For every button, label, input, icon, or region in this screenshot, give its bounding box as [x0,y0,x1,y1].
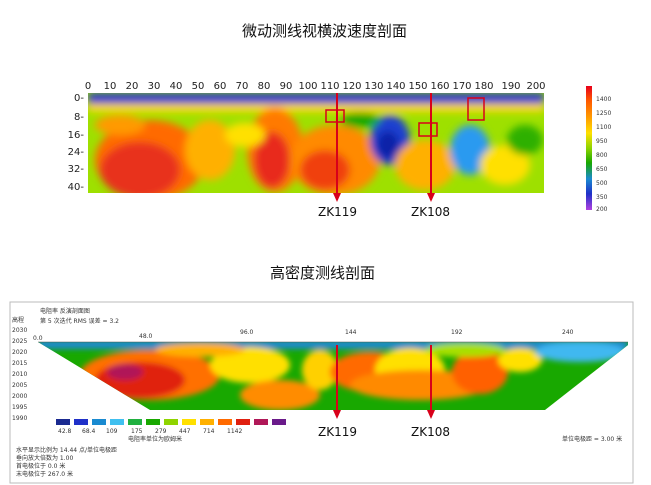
seismic-x-tick: 140 [386,81,405,92]
seismic-x-tick: 70 [236,81,249,92]
seismic-x-tick: 30 [148,81,161,92]
seismic-x-tick: 20 [126,81,139,92]
resistivity-y-label: 高程 [12,316,24,324]
seismic-y-axis: 0- 8- 16- 24- 32- 40- [68,93,85,193]
resistivity-frame [9,301,634,484]
resistivity-y-tick: 2010 [12,371,27,378]
resistivity-y-tick: 2015 [12,360,27,367]
legend-value: 447 [179,428,191,435]
seismic-y-tick: 8- [74,112,84,123]
seismic-borehole-markers: ZK119 ZK108 [318,93,450,219]
legend-caption: 电阻率单位为欧姆米 [128,435,182,443]
resistivity-y-tick: 2030 [12,327,27,334]
seismic-x-tick: 130 [364,81,383,92]
resistivity-y-tick: 2005 [12,382,27,389]
seismic-x-tick: 90 [280,81,293,92]
seismic-anomaly-box [418,122,438,137]
resistivity-y-tick: 2025 [12,338,27,345]
resistivity-legend: 42.8 68.4 109 175 279 447 714 1142 电阻率单位… [56,419,286,443]
seismic-x-tick: 160 [430,81,449,92]
seismic-x-tick: 60 [214,81,227,92]
resistivity-section-title: 高密度测线剖面 [270,264,376,282]
seismic-anomaly-box [325,109,345,123]
resistivity-image [38,342,628,410]
electrode-mark: 192 [451,329,463,336]
seismic-anomaly-box [467,97,485,121]
seismic-x-tick: 0 [85,81,91,92]
electrode-spacing-note: 单位电极距 = 3.00 米 [562,435,622,443]
seismic-x-tick: 170 [452,81,471,92]
seismic-x-tick: 190 [501,81,520,92]
borehole-label-zk119: ZK119 [318,425,357,439]
seismic-x-tick: 110 [320,81,339,92]
electrode-mark: 144 [345,329,357,336]
colorbar-label: 200 [596,206,608,213]
seismic-x-tick: 150 [408,81,427,92]
resistivity-borehole-markers: ZK119 ZK108 [318,345,450,439]
footnote: 首电极位于 0.0 米 [16,462,65,470]
colorbar-label: 350 [596,194,608,201]
legend-value: 1142 [227,428,242,435]
resistivity-section: 电阻率 反演剖面图 第 5 次迭代 RMS 误差 = 3.2 高程 2030 2… [9,301,634,484]
resistivity-header-line: 第 5 次迭代 RMS 误差 = 3.2 [40,317,119,325]
seismic-y-tick: 24- [68,147,85,158]
legend-value: 109 [106,428,118,435]
footnote: 水平显示比例为 14.44 点/单位电极距 [16,446,117,454]
seismic-x-tick: 40 [170,81,183,92]
seismic-y-tick: 32- [68,164,85,175]
seismic-section: 0 10 20 30 40 50 60 70 80 90 100 110 120… [68,81,612,219]
electrode-mark: 0.0 [33,335,43,342]
legend-value: 714 [203,428,215,435]
seismic-section-title: 微动测线视横波速度剖面 [242,22,408,40]
seismic-x-axis: 0 10 20 30 40 50 60 70 80 90 100 110 120… [85,81,546,92]
electrode-mark: 48.0 [139,333,153,340]
resistivity-top-marks: 0.0 48.0 96.0 144 192 240 [33,329,574,342]
electrode-mark: 96.0 [240,329,254,336]
resistivity-y-tick: 2000 [12,393,27,400]
legend-value: 279 [155,428,167,435]
footnote: 垂向放大倍数为 1.00 [16,454,73,462]
seismic-y-tick: 0- [74,93,84,104]
legend-value: 42.8 [58,428,72,435]
resistivity-y-tick: 1990 [12,415,27,422]
colorbar-label: 800 [596,152,608,159]
seismic-x-tick: 120 [342,81,361,92]
seismic-x-tick: 10 [104,81,117,92]
legend-value: 175 [131,428,143,435]
seismic-y-tick: 40- [68,182,85,193]
electrode-mark: 240 [562,329,574,336]
resistivity-y-tick: 1995 [12,404,27,411]
seismic-x-tick: 100 [298,81,317,92]
resistivity-y-axis: 2030 2025 2020 2015 2010 2005 2000 1995 … [12,327,27,422]
colorbar-label: 500 [596,180,608,187]
resistivity-header-line: 电阻率 反演剖面图 [40,307,90,315]
colorbar-label: 650 [596,166,608,173]
seismic-x-tick: 180 [474,81,493,92]
seismic-y-tick: 16- [68,130,85,141]
resistivity-footnotes: 水平显示比例为 14.44 点/单位电极距 垂向放大倍数为 1.00 首电极位于… [16,446,117,478]
colorbar-label: 1100 [596,124,611,131]
borehole-label-zk108: ZK108 [411,425,450,439]
colorbar-label: 950 [596,138,608,145]
colorbar-label: 1400 [596,96,611,103]
borehole-label-zk108: ZK108 [411,205,450,219]
seismic-velocity-image [88,93,544,193]
footnote: 末电极位于 267.0 米 [16,470,73,478]
seismic-x-tick: 80 [258,81,271,92]
seismic-x-tick: 50 [192,81,205,92]
borehole-label-zk119: ZK119 [318,205,357,219]
colorbar-label: 1250 [596,110,611,117]
legend-value: 68.4 [82,428,96,435]
resistivity-y-tick: 2020 [12,349,27,356]
seismic-colorbar: 1400 1250 1100 950 800 650 500 350 200 [586,86,611,213]
seismic-x-tick: 200 [526,81,545,92]
